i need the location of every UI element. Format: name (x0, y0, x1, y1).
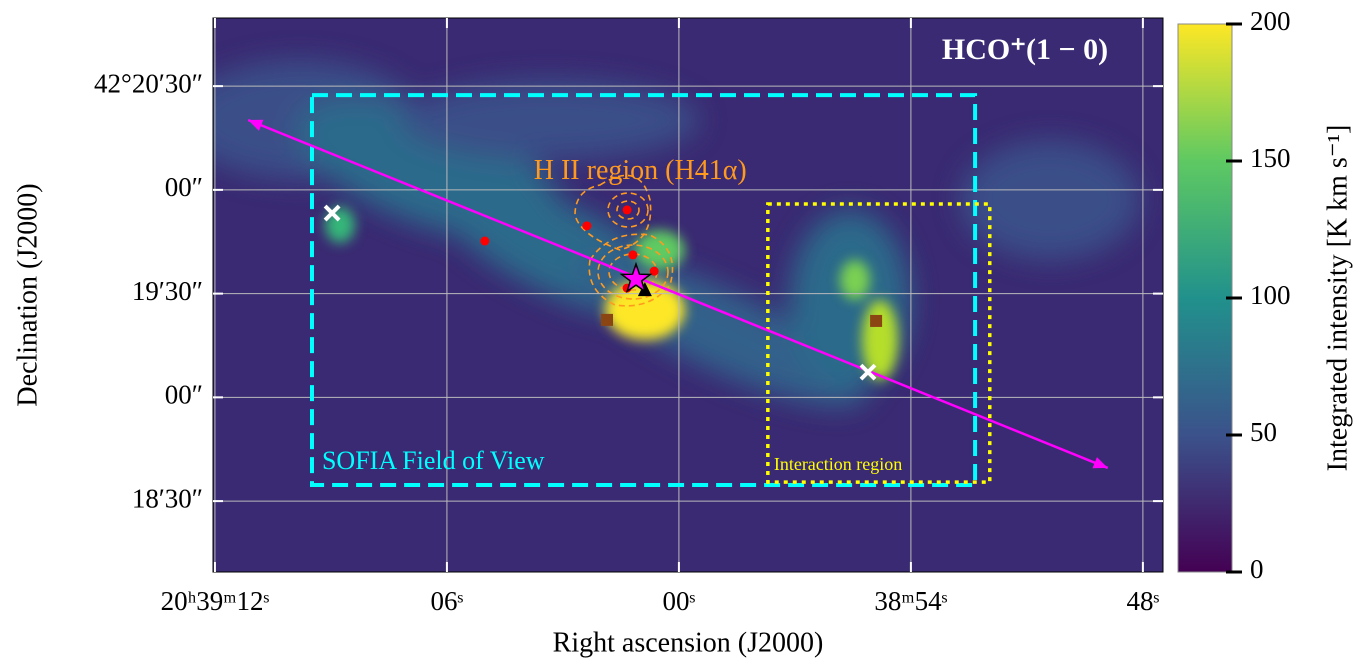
source-dot (622, 205, 632, 215)
colorbar-tick-label: 150 (1250, 143, 1291, 173)
map-title: HCO⁺(1 − 0) (942, 33, 1108, 66)
square-marker (600, 313, 613, 326)
x-tick-label: 06ˢ (431, 586, 464, 616)
y-tick-label: 42°20′30″ (94, 68, 203, 98)
colorbar-tick-label: 200 (1250, 6, 1291, 36)
arrow-head (1092, 457, 1108, 469)
x-tick-label: 48ˢ (1127, 586, 1160, 616)
region-box (309, 93, 978, 488)
cross-marker (859, 363, 877, 381)
colorbar-tick-label: 50 (1250, 417, 1277, 447)
colorbar-tick-label: 0 (1250, 554, 1264, 584)
region-box (766, 202, 992, 484)
plot-frame (212, 17, 1164, 573)
source-dot (628, 250, 638, 260)
source-dot (649, 266, 659, 276)
square-marker (870, 314, 883, 327)
region-label: SOFIA Field of View (322, 446, 545, 475)
x-tick-label: 20ʰ39ᵐ12ˢ (161, 586, 270, 616)
y-tick-label: 00″ (165, 380, 203, 410)
colorbar-label: Integrated intensity [K km s⁻¹] (1322, 125, 1353, 472)
y-tick-label: 18′30″ (132, 483, 203, 513)
x-tick-label: 00ˢ (663, 586, 696, 616)
y-tick-label: 19′30″ (132, 276, 203, 306)
source-dot (480, 236, 490, 246)
colorbar (1177, 23, 1233, 573)
x-tick-label: 38ᵐ54ˢ (874, 586, 947, 616)
cross-marker (323, 204, 341, 222)
y-tick-label: 00″ (165, 172, 203, 202)
emission-map (213, 18, 1163, 572)
colorbar-tick-label: 100 (1250, 280, 1291, 310)
y-axis-label: Declination (J2000) (12, 183, 43, 406)
region-label: Interaction region (774, 454, 902, 474)
source-dot (582, 221, 592, 231)
annotation: H II region (H41α) (534, 155, 747, 186)
arrow (247, 118, 1109, 470)
x-axis-label: Right ascension (J2000) (553, 627, 824, 658)
star-marker (619, 261, 653, 294)
arrow-head (248, 119, 264, 131)
